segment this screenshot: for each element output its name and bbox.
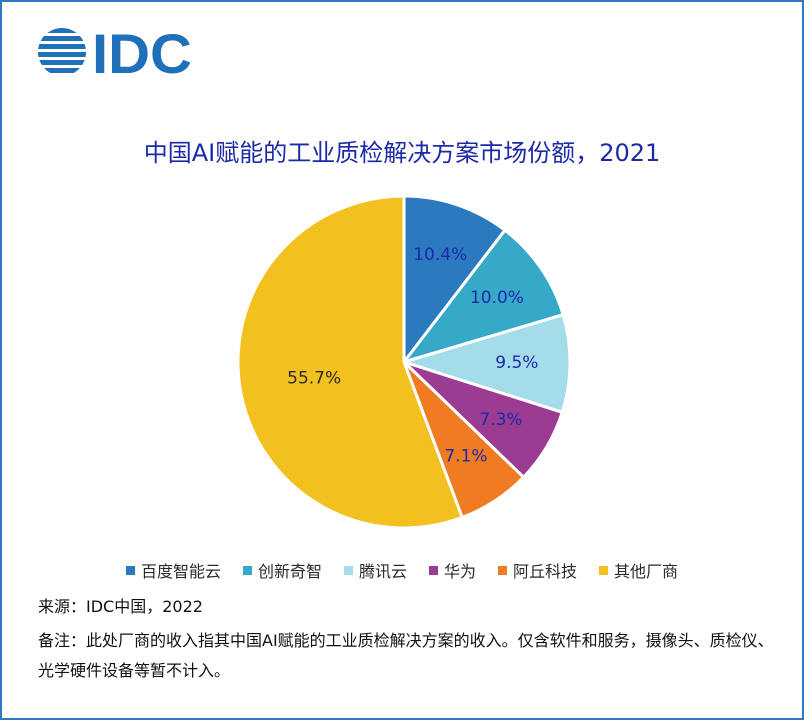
legend-label: 创新奇智	[257, 562, 322, 581]
source-text: 来源：IDC中国，2022	[38, 597, 203, 616]
logo-text: IDC	[92, 24, 192, 80]
legend-item-4: 华为	[429, 558, 476, 582]
note-text: 备注：此处厂商的收入指其中国AI赋能的工业质检解决方案的收入。仅含软件和服务，摄…	[38, 631, 774, 680]
legend-item-2: 创新奇智	[242, 558, 322, 582]
pie-slice-label-3: 9.5%	[495, 353, 538, 373]
legend-swatch	[429, 565, 438, 575]
pie-slice-2	[402, 228, 565, 364]
pie-slice-label-4: 7.3%	[479, 410, 522, 430]
legend-item-1: 百度智能云	[125, 558, 221, 582]
legend-label: 华为	[444, 562, 477, 581]
legend-label: 腾讯云	[358, 562, 407, 581]
legend-swatch	[599, 565, 609, 575]
legend-swatch	[498, 565, 508, 575]
pie-slice-6	[236, 194, 464, 530]
pie-slice-label-6: 55.7%	[287, 368, 341, 388]
pie-slice-3	[402, 313, 572, 414]
legend-label: 阿丘科技	[513, 562, 578, 581]
chart-title: 中国AI赋能的工业质检解决方案市场份额，2021	[143, 139, 661, 167]
legend-label: 百度智能云	[140, 562, 221, 581]
idc-globe-icon	[38, 28, 86, 73]
pie-slice-label-5: 7.1%	[444, 446, 487, 466]
legend-item-3: 腾讯云	[343, 558, 407, 582]
legend-swatch	[125, 565, 135, 575]
legend-swatch	[242, 565, 252, 575]
legend-item-5: 阿丘科技	[498, 558, 577, 582]
legend-swatch	[343, 565, 353, 575]
pie-slice-1	[402, 194, 507, 364]
legend-item-6: 其他厂商	[599, 558, 678, 582]
chart-legend: 百度智能云 创新奇智 腾讯云 华为 阿丘科技 其他厂商	[2, 558, 802, 582]
pie-slice-label-2: 10.0%	[470, 288, 524, 308]
idc-logo: IDC	[38, 24, 192, 80]
pie-slice-label-1: 10.4%	[413, 245, 467, 265]
legend-label: 其他厂商	[614, 562, 679, 581]
